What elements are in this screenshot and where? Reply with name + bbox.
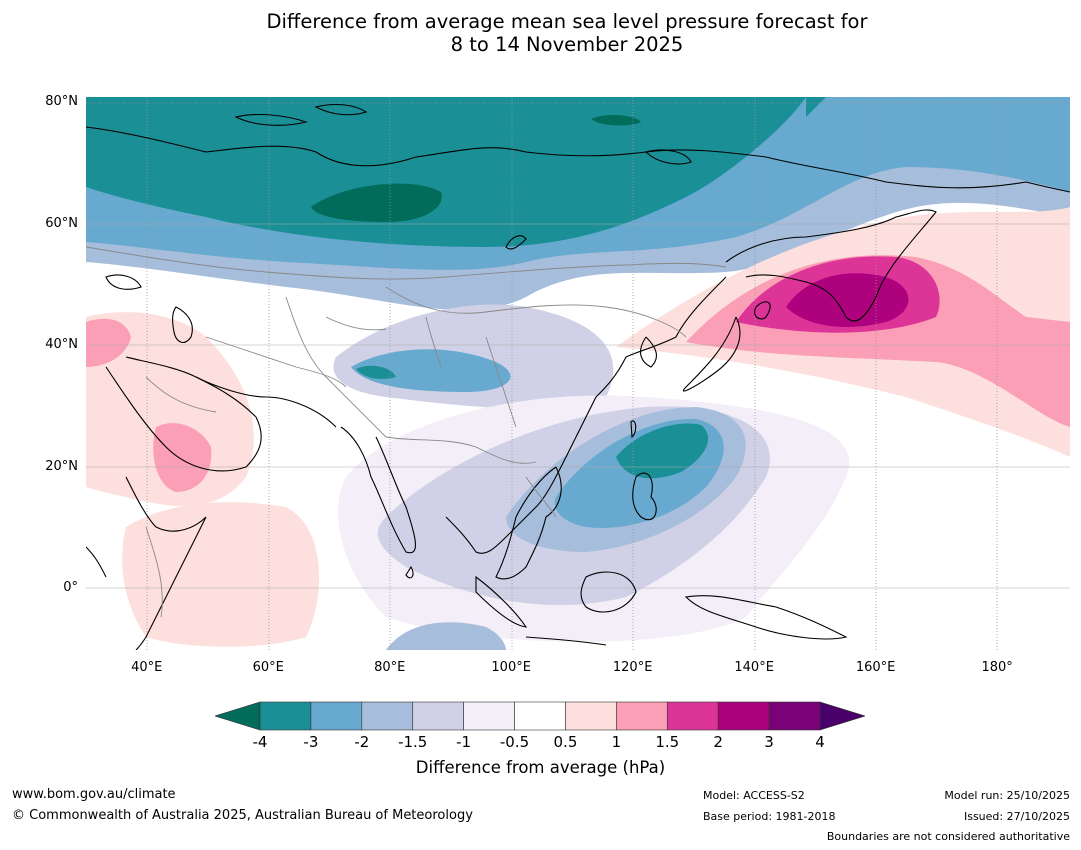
colorbar-swatch [616,701,668,731]
colorbar-tick-label: -1.5 [398,733,428,751]
colorbar-extend-low [215,701,261,731]
colorbar-swatch [565,701,617,731]
colorbar-extend-high [819,701,865,731]
colorbar-swatch [514,701,566,731]
colorbar-tick-label: 0.5 [553,733,578,751]
anomaly-region-minus-3b [806,97,826,117]
copyright-notice: © Commonwealth of Australia 2025, Austra… [12,808,473,823]
latitude-label: 0° [63,580,78,596]
colorbar-swatch [717,701,770,731]
colorbar-swatch [463,701,515,731]
graticule [86,97,1070,650]
colorbar [215,701,865,731]
colorbar-tick-label: -1 [456,733,472,751]
latitude-label: 80°N [45,94,78,110]
coastlines [86,103,1070,650]
longitude-label: 140°E [734,660,774,675]
colorbar-tick-label: 2 [713,733,723,751]
longitude-label: 120°E [612,660,653,675]
anomaly-region-pacific-minus-3 [616,423,709,479]
colorbar-tick-label: -0.5 [499,733,530,751]
longitude-label: 100°E [491,660,531,675]
model-run-date: Model run: 25/10/2025 [944,789,1070,802]
anomaly-region-africa-plus-0-5 [122,502,320,647]
anomaly-region-minus-3 [86,97,806,247]
anomaly-region-mideast-plus-0-5 [86,312,254,506]
latitude-label: 60°N [45,215,78,231]
latitude-label: 20°N [45,458,78,474]
colorbar-tick-label: -4 [252,733,268,751]
issued-date: Issued: 27/10/2025 [963,810,1070,823]
website-link[interactable]: www.bom.gov.au/climate [12,787,176,802]
colorbar-tick-label: 1.5 [655,733,680,751]
colorbar-swatch [259,701,312,731]
colorbar-swatch [768,701,821,731]
title-line-1: Difference from average mean sea level p… [266,10,868,33]
anomaly-region-south-minus-1-5 [386,622,506,650]
longitude-label: 60°E [252,660,284,675]
anomaly-region-tibet-minus-2 [351,349,511,392]
colorbar-swatch [310,701,363,731]
longitude-label: 80°E [374,660,406,675]
anomaly-region-tibet-minus-3 [356,365,396,379]
chart-title: Difference from average mean sea level p… [0,10,1081,56]
colorbar-tick-label: 4 [815,733,825,751]
anomaly-region-mideast-plus-1 [153,423,212,492]
anomaly-region-plus-2 [786,273,909,327]
anomaly-region-minus-4b [591,115,641,126]
boundaries-disclaimer: Boundaries are not considered authoritat… [826,830,1070,843]
colorbar-tick-label: -2 [354,733,370,751]
colorbar-swatch [361,701,414,731]
colorbar-tick-label: -3 [303,733,319,751]
longitude-label: 40°E [131,660,163,675]
anomaly-field [86,97,1070,650]
title-line-2: 8 to 14 November 2025 [450,33,684,56]
colorbar-tick-label: 3 [764,733,774,751]
colorbar-swatch [666,701,719,731]
anomaly-region-minus-4 [311,183,442,222]
colorbar-label: Difference from average (hPa) [415,758,666,777]
country-borders [86,246,727,618]
longitude-label: 160°E [855,660,896,675]
colorbar-swatch [412,701,464,731]
base-period: Base period: 1981-2018 [703,810,836,823]
pressure-anomaly-map [86,97,1070,650]
latitude-label: 40°N [45,337,78,353]
longitude-label: 180° [981,660,1013,675]
anomaly-region-levant-plus-1 [86,318,131,367]
colorbar-tick-label: 1 [611,733,622,751]
model-name: Model: ACCESS-S2 [703,789,805,802]
